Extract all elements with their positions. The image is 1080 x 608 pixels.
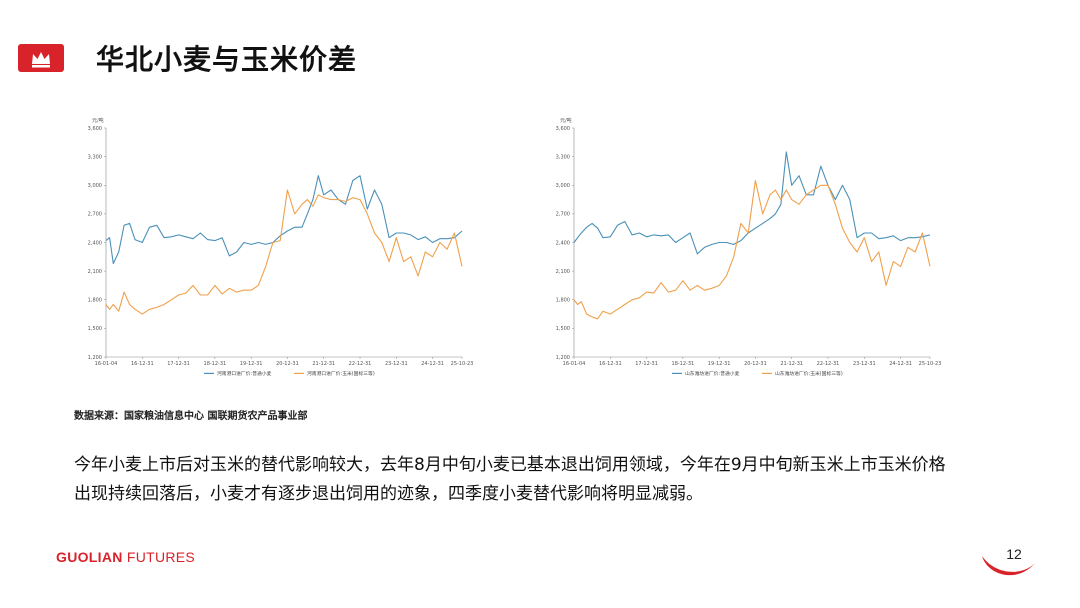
x-tick-label: 17-12-31 bbox=[167, 361, 190, 367]
page-title: 华北小麦与玉米价差 bbox=[96, 43, 358, 76]
x-tick-label: 25-10-23 bbox=[919, 361, 942, 367]
body-paragraph: 今年小麦上市后对玉米的替代影响较大，去年8月中旬小麦已基本退出饲用领域，今年在9… bbox=[74, 455, 946, 504]
x-tick-label: 20-12-31 bbox=[276, 361, 299, 367]
source-note: 数据来源：国家粮油信息中心 国联期货农产品事业部 bbox=[74, 411, 308, 422]
y-tick-label: 3,000 bbox=[88, 183, 102, 189]
legend-label-1: 山东潍坊进厂价:普通小麦 bbox=[685, 370, 740, 377]
y-tick-label: 2,700 bbox=[88, 212, 102, 218]
series-line-2 bbox=[105, 189, 463, 315]
y-unit-label: 元/吨 bbox=[92, 117, 104, 124]
x-tick-label: 18-12-31 bbox=[672, 361, 695, 367]
y-tick-label: 3,000 bbox=[556, 183, 570, 189]
x-tick-label: 23-12-31 bbox=[853, 361, 876, 367]
x-tick-label: 22-12-31 bbox=[349, 361, 372, 367]
x-tick-label: 16-12-31 bbox=[131, 361, 154, 367]
y-tick-label: 2,100 bbox=[556, 269, 570, 275]
y-tick-label: 3,600 bbox=[556, 126, 570, 132]
y-tick-label: 1,800 bbox=[556, 298, 570, 304]
y-tick-label: 2,400 bbox=[88, 240, 102, 246]
y-unit-label: 元/吨 bbox=[560, 117, 572, 124]
x-tick-label: 16-12-31 bbox=[599, 361, 622, 367]
y-tick-label: 2,700 bbox=[556, 212, 570, 218]
swoosh-icon bbox=[982, 556, 1036, 576]
x-tick-label: 19-12-31 bbox=[240, 361, 263, 367]
chart-henan: 元/吨 1,200 1,500 1,800 2,100 2,400 2,700 3,000 3,… bbox=[88, 117, 474, 377]
legend-label-2: 河南港口进厂价:玉米(国标三等) bbox=[307, 370, 375, 377]
x-tick-label: 24-12-31 bbox=[421, 361, 444, 367]
x-tick-label: 18-12-31 bbox=[204, 361, 227, 367]
footer-brand-bold: GUOLIAN bbox=[56, 549, 123, 565]
x-tick-label: 19-12-31 bbox=[708, 361, 731, 367]
logo-badge bbox=[18, 44, 64, 72]
x-tick-label: 25-10-23 bbox=[451, 361, 474, 367]
y-tick-label: 3,300 bbox=[556, 154, 570, 160]
x-tick-label: 21-12-31 bbox=[780, 361, 803, 367]
x-tick-label: 16-01-04 bbox=[95, 361, 118, 367]
y-tick-label: 1,800 bbox=[88, 298, 102, 304]
page-number: 12 bbox=[1006, 546, 1022, 562]
series-line-1 bbox=[105, 175, 463, 265]
footer-brand: GUOLIAN FUTURES bbox=[56, 549, 195, 565]
y-tick-label: 1,500 bbox=[88, 326, 102, 332]
x-tick-label: 20-12-31 bbox=[744, 361, 767, 367]
x-tick-label: 21-12-31 bbox=[312, 361, 335, 367]
x-tick-label: 22-12-31 bbox=[817, 361, 840, 367]
series-line-2 bbox=[573, 179, 931, 320]
legend-label-1: 河南港口进厂价:普通小麦 bbox=[217, 370, 272, 377]
chart-shandong: 元/吨 1,200 1,500 1,800 2,100 2,400 2,700 3,000 3,… bbox=[556, 117, 942, 377]
y-tick-label: 3,600 bbox=[88, 126, 102, 132]
y-tick-label: 2,100 bbox=[88, 269, 102, 275]
x-tick-label: 16-01-04 bbox=[563, 361, 586, 367]
footer-brand-rest: FUTURES bbox=[122, 549, 196, 565]
y-tick-label: 1,200 bbox=[556, 355, 570, 361]
x-tick-label: 17-12-31 bbox=[635, 361, 658, 367]
crown-icon bbox=[32, 52, 50, 68]
y-tick-label: 1,500 bbox=[556, 326, 570, 332]
y-tick-label: 3,300 bbox=[88, 154, 102, 160]
x-tick-label: 23-12-31 bbox=[385, 361, 408, 367]
x-tick-label: 24-12-31 bbox=[889, 361, 912, 367]
y-tick-label: 2,400 bbox=[556, 240, 570, 246]
y-tick-label: 1,200 bbox=[88, 355, 102, 361]
legend-label-2: 山东潍坊进厂价:玉米(国标三等) bbox=[775, 370, 843, 377]
